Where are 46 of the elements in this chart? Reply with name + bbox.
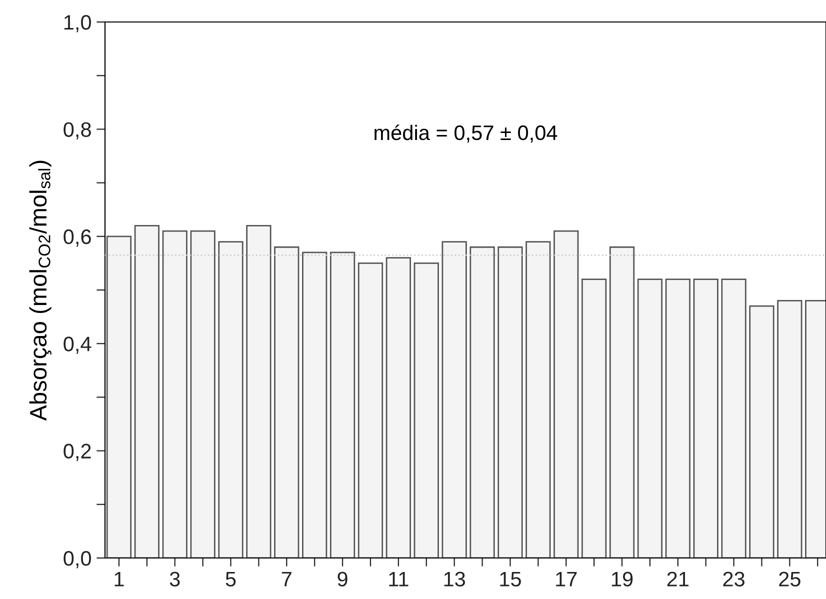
y-axis-title: Absorçao (mol$_{CO2}$/mol$_{sal}$) [29, 160, 52, 421]
x-tick-label: 19 [612, 572, 633, 586]
bar [442, 241, 467, 558]
bar [581, 278, 607, 558]
x-tick-label: 3 [170, 572, 180, 586]
bar [386, 257, 411, 558]
bar [274, 246, 300, 558]
bar [190, 230, 216, 558]
bar [162, 230, 188, 558]
x-tick-label: 21 [667, 572, 688, 586]
x-tick-label: 7 [282, 572, 292, 586]
x-tick-label: 1 [114, 572, 124, 586]
y-tick-label: 0,2 [64, 444, 91, 462]
bar [721, 278, 746, 558]
bar [106, 236, 132, 558]
bar [749, 305, 774, 558]
bar [693, 278, 718, 558]
x-tick-label: 11 [389, 572, 408, 586]
bar [246, 224, 272, 558]
x-tick-label: 25 [779, 572, 800, 586]
bar [526, 241, 551, 558]
bar [330, 252, 356, 558]
bar [554, 230, 579, 558]
bar [609, 246, 635, 558]
bar [134, 224, 160, 558]
y-tick-label: 0,4 [64, 336, 92, 354]
y-tick-label: 0,6 [64, 229, 91, 247]
bar [665, 278, 690, 558]
annotation: média = 0,57 ± 0,04 [374, 124, 558, 143]
x-tick-label: 17 [556, 572, 577, 586]
bar [470, 246, 495, 558]
x-tick-label: 23 [723, 572, 744, 586]
x-tick-label: 15 [500, 572, 521, 586]
x-tick-label: 9 [338, 572, 348, 586]
bar [498, 246, 523, 558]
x-tick-label: 13 [444, 572, 465, 586]
bar [777, 300, 802, 558]
y-tick-label: 0,8 [64, 122, 91, 140]
bar [414, 262, 439, 558]
bar [218, 241, 244, 558]
y-tick-label: 0,0 [64, 551, 91, 568]
y-tick-label: 1,0 [64, 15, 91, 32]
bar [302, 252, 328, 558]
bar [358, 262, 384, 558]
x-tick-label: 5 [226, 572, 236, 586]
bar [637, 278, 663, 558]
